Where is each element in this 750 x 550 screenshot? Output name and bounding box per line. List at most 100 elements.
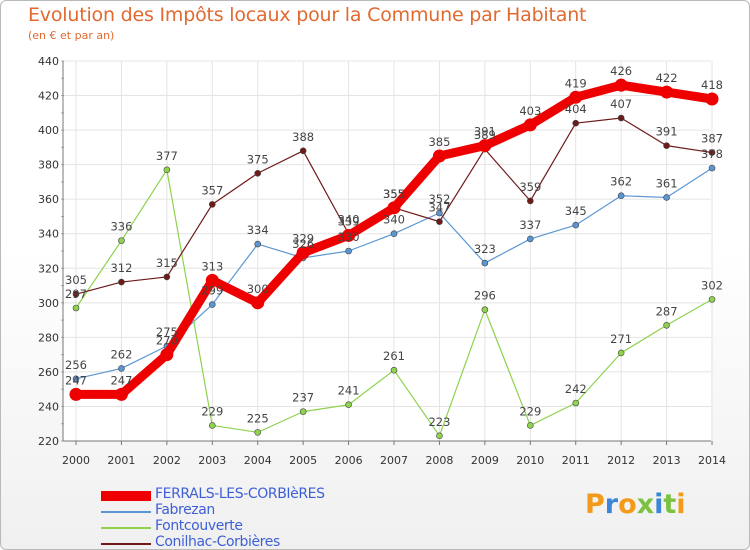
x-tick-label: 2003 — [198, 454, 226, 467]
data-label: 300 — [247, 282, 269, 296]
data-point — [254, 429, 262, 436]
data-point — [208, 301, 216, 308]
legend-label: FERRALS-LES-CORBIèRES — [155, 486, 325, 502]
data-point — [254, 169, 262, 177]
data-label: 361 — [656, 176, 678, 190]
data-point — [254, 240, 262, 248]
data-label: 403 — [519, 104, 541, 118]
data-label: 340 — [383, 213, 405, 227]
data-point — [72, 290, 80, 298]
data-label: 229 — [201, 404, 223, 418]
legend-item: Conilhac-Corbières — [101, 534, 401, 549]
data-label: 337 — [519, 218, 541, 232]
data-point — [436, 218, 443, 225]
logo-letter: t — [663, 489, 677, 520]
data-label: 270 — [156, 334, 178, 348]
logo-letter: i — [654, 489, 664, 520]
x-tick-label: 2007 — [380, 454, 408, 467]
legend-item: FERRALS-LES-CORBIèRES — [101, 486, 401, 503]
data-point — [390, 230, 398, 238]
logo-letter: i — [676, 489, 686, 520]
x-tick-label: 2009 — [471, 454, 499, 467]
data-label: 377 — [156, 149, 178, 163]
x-tick-label: 2012 — [607, 454, 635, 467]
data-label: 391 — [656, 125, 678, 139]
legend-item: Fabrezan — [101, 502, 401, 519]
data-label: 229 — [519, 404, 541, 418]
data-point — [387, 201, 401, 215]
data-label: 225 — [247, 411, 269, 425]
data-label: 347 — [428, 201, 450, 215]
data-point — [432, 149, 446, 163]
data-label: 271 — [610, 332, 632, 346]
data-point — [208, 201, 216, 208]
y-tick-label: 300 — [38, 297, 59, 310]
data-point — [345, 401, 352, 409]
y-tick-label: 360 — [38, 193, 59, 206]
x-tick-label: 2008 — [425, 454, 453, 467]
data-point — [572, 399, 580, 407]
data-point — [481, 306, 489, 314]
data-label: 296 — [474, 289, 496, 303]
data-label: 256 — [65, 358, 87, 372]
data-point — [663, 142, 670, 149]
data-point — [617, 192, 625, 200]
y-tick-label: 320 — [38, 262, 59, 275]
data-label: 404 — [565, 102, 587, 116]
data-point — [114, 387, 128, 401]
data-point — [69, 387, 83, 401]
data-label: 388 — [292, 130, 314, 144]
data-label: 329 — [292, 232, 314, 246]
data-label: 330 — [338, 230, 360, 244]
chart-subtitle: (en € et par an) — [28, 29, 115, 42]
data-point — [118, 237, 125, 244]
data-point — [436, 432, 443, 440]
x-tick-label: 2001 — [107, 454, 135, 467]
data-point — [572, 221, 580, 229]
data-label: 305 — [65, 273, 87, 287]
legend: FERRALS-LES-CORBIèRES Fabrezan Fontcouvert… — [101, 486, 401, 549]
data-label: 375 — [247, 152, 269, 166]
y-tick-label: 400 — [38, 124, 59, 137]
y-tick-label: 240 — [38, 400, 59, 413]
data-label: 359 — [519, 180, 541, 194]
x-tick-label: 2002 — [153, 454, 181, 467]
logo-letter: r — [604, 489, 619, 520]
data-label: 345 — [565, 204, 587, 218]
data-point — [526, 422, 534, 429]
data-point — [163, 273, 171, 281]
data-label: 313 — [201, 259, 223, 273]
data-point — [163, 166, 171, 174]
data-label: 262 — [110, 347, 132, 361]
data-label: 378 — [701, 147, 723, 161]
data-point — [72, 375, 80, 383]
y-tick-label: 340 — [38, 228, 59, 241]
data-point — [390, 366, 398, 374]
data-label: 261 — [383, 349, 405, 363]
data-label: 247 — [65, 373, 87, 387]
y-tick-label: 280 — [38, 331, 59, 344]
data-point — [614, 78, 628, 92]
data-label: 352 — [428, 192, 450, 206]
x-tick-label: 2000 — [62, 454, 90, 467]
data-point — [251, 296, 265, 310]
data-point — [523, 118, 537, 132]
data-point — [208, 422, 216, 429]
data-point — [436, 209, 443, 217]
data-point — [617, 114, 625, 122]
data-label: 387 — [701, 132, 723, 146]
data-point — [660, 85, 674, 99]
data-label: 275 — [156, 325, 178, 339]
data-label: 426 — [610, 64, 632, 78]
legend-swatch — [101, 543, 151, 545]
data-point — [160, 348, 174, 362]
logo-letter: x — [636, 489, 655, 520]
x-tick-label: 2013 — [653, 454, 681, 467]
data-point — [299, 408, 307, 415]
data-label: 312 — [110, 261, 132, 275]
data-label: 323 — [474, 242, 496, 256]
data-point — [345, 247, 352, 255]
data-label: 336 — [110, 220, 132, 234]
